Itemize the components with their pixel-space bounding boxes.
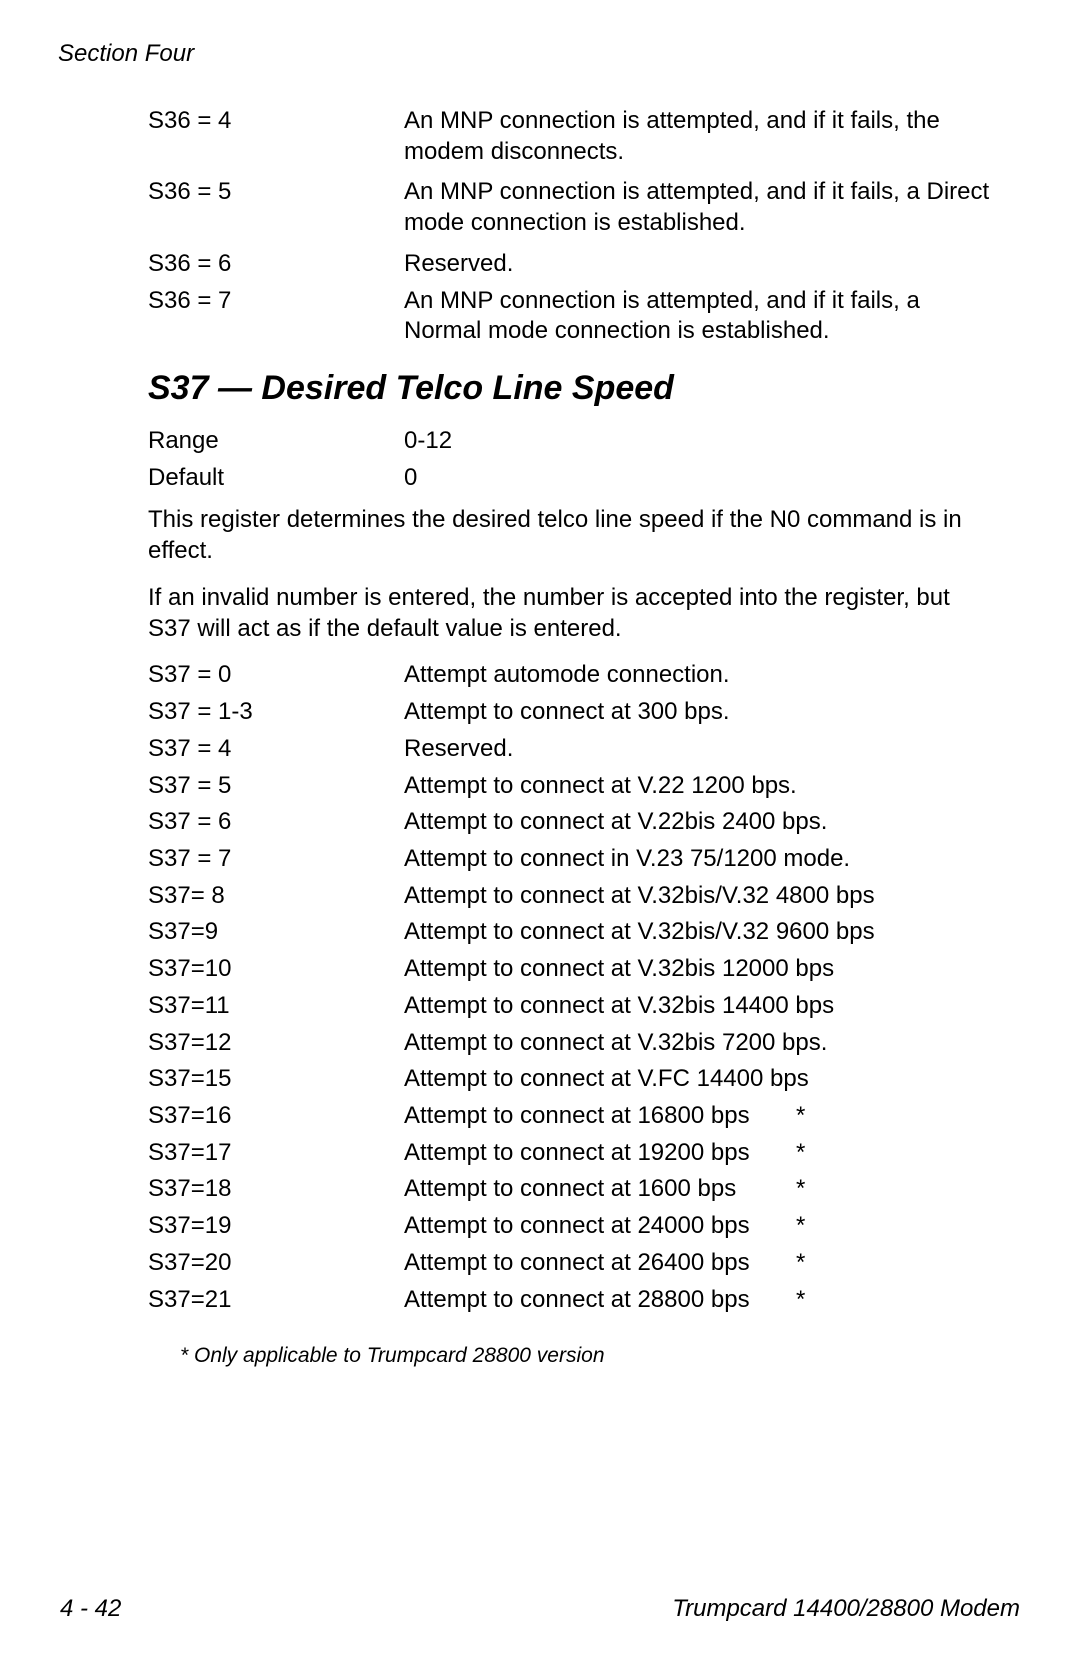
s37-val: Attempt to connect at 1600 bps* [404, 1174, 990, 1205]
s36-val: An MNP connection is attempted, and if i… [404, 177, 990, 238]
star-icon: * [796, 1286, 805, 1313]
s37-row: S37=15Attempt to connect at V.FC 14400 b… [148, 1064, 990, 1095]
s37-val-text: Attempt to connect at 19200 bps [404, 1138, 796, 1169]
s37-val: Attempt to connect at 28800 bps* [404, 1285, 990, 1316]
s37-key: S37=11 [148, 991, 404, 1022]
s37-val: Attempt to connect in V.23 75/1200 mode. [404, 844, 990, 875]
s37-row: S37=10Attempt to connect at V.32bis 1200… [148, 954, 990, 985]
s37-row: S37 = 1-3Attempt to connect at 300 bps. [148, 697, 990, 728]
s37-val: Attempt to connect at V.FC 14400 bps [404, 1064, 990, 1095]
s37-row: S37 = 7Attempt to connect in V.23 75/120… [148, 844, 990, 875]
s36-row: S36 = 5 An MNP connection is attempted, … [148, 177, 990, 238]
s36-val: An MNP connection is attempted, and if i… [404, 106, 990, 167]
s37-val: Attempt to connect at V.32bis 7200 bps. [404, 1028, 990, 1059]
s36-key: S36 = 4 [148, 106, 404, 167]
meta-row: Range 0-12 [148, 426, 990, 457]
footer-title: Trumpcard 14400/28800 Modem [672, 1595, 1020, 1623]
footer: 4 - 42 Trumpcard 14400/28800 Modem [60, 1595, 1020, 1623]
s37-val-text: Attempt to connect at 28800 bps [404, 1285, 796, 1316]
s37-val: Attempt to connect at V.22bis 2400 bps. [404, 807, 990, 838]
s36-key: S36 = 5 [148, 177, 404, 238]
s37-val: Attempt to connect at 26400 bps* [404, 1248, 990, 1279]
s37-key: S37 = 6 [148, 807, 404, 838]
meta-val: 0 [404, 463, 990, 494]
s37-row: S37 = 0Attempt automode connection. [148, 660, 990, 691]
star-icon: * [796, 1175, 805, 1202]
s37-key: S37 = 4 [148, 734, 404, 765]
paragraph: This register determines the desired tel… [148, 505, 990, 566]
s37-val: Attempt to connect at 16800 bps* [404, 1101, 990, 1132]
s36-row: S36 = 4 An MNP connection is attempted, … [148, 106, 990, 167]
s37-key: S37 = 1-3 [148, 697, 404, 728]
s37-row: S37=18Attempt to connect at 1600 bps* [148, 1174, 990, 1205]
s36-key: S36 = 6 [148, 249, 404, 280]
s37-key: S37= 8 [148, 881, 404, 912]
s37-val: Attempt to connect at V.32bis 14400 bps [404, 991, 990, 1022]
s36-row: S36 = 7 An MNP connection is attempted, … [148, 286, 990, 347]
star-icon: * [796, 1212, 805, 1239]
star-icon: * [796, 1139, 805, 1166]
s37-key: S37=15 [148, 1064, 404, 1095]
content-block: Range 0-12 Default 0 This register deter… [148, 426, 990, 1370]
meta-val: 0-12 [404, 426, 990, 457]
star-icon: * [796, 1249, 805, 1276]
page: Section Four S36 = 4 An MNP connection i… [0, 0, 1080, 1669]
s37-val-text: Attempt to connect at 1600 bps [404, 1174, 796, 1205]
s37-row: S37=11Attempt to connect at V.32bis 1440… [148, 991, 990, 1022]
s37-row: S37=19Attempt to connect at 24000 bps* [148, 1211, 990, 1242]
running-header: Section Four [58, 40, 1020, 68]
s37-row: S37 = 5Attempt to connect at V.22 1200 b… [148, 771, 990, 802]
s36-val: Reserved. [404, 249, 990, 280]
s37-row: S37=12Attempt to connect at V.32bis 7200… [148, 1028, 990, 1059]
paragraph: If an invalid number is entered, the num… [148, 583, 990, 644]
s37-row: S37 = 4Reserved. [148, 734, 990, 765]
s37-val-text: Attempt to connect at 24000 bps [404, 1211, 796, 1242]
s37-val: Attempt to connect at V.32bis 12000 bps [404, 954, 990, 985]
s37-row: S37=16Attempt to connect at 16800 bps* [148, 1101, 990, 1132]
s37-row: S37=20Attempt to connect at 26400 bps* [148, 1248, 990, 1279]
s37-key: S37=21 [148, 1285, 404, 1316]
s37-row: S37=9Attempt to connect at V.32bis/V.32 … [148, 917, 990, 948]
s37-val-text: Attempt to connect at 26400 bps [404, 1248, 796, 1279]
s37-heading: S37 — Desired Telco Line Speed [148, 369, 1020, 408]
s37-row: S37 = 6Attempt to connect at V.22bis 240… [148, 807, 990, 838]
meta-key: Range [148, 426, 404, 457]
s37-key: S37 = 0 [148, 660, 404, 691]
s37-val: Attempt to connect at V.22 1200 bps. [404, 771, 990, 802]
s37-row: S37=17Attempt to connect at 19200 bps* [148, 1138, 990, 1169]
star-icon: * [796, 1102, 805, 1129]
s37-val: Attempt to connect at 24000 bps* [404, 1211, 990, 1242]
s37-key: S37=20 [148, 1248, 404, 1279]
s36-row: S36 = 6 Reserved. [148, 249, 990, 280]
s37-key: S37=9 [148, 917, 404, 948]
s37-val: Attempt to connect at V.32bis/V.32 4800 … [404, 881, 990, 912]
s37-key: S37=18 [148, 1174, 404, 1205]
s37-key: S37=17 [148, 1138, 404, 1169]
s37-val: Reserved. [404, 734, 990, 765]
content-block: S36 = 4 An MNP connection is attempted, … [148, 106, 990, 347]
s36-key: S36 = 7 [148, 286, 404, 347]
s37-key: S37=16 [148, 1101, 404, 1132]
s37-val: Attempt to connect at V.32bis/V.32 9600 … [404, 917, 990, 948]
s37-val: Attempt to connect at 19200 bps* [404, 1138, 990, 1169]
footnote: * Only applicable to Trumpcard 28800 ver… [180, 1343, 990, 1370]
s37-key: S37=12 [148, 1028, 404, 1059]
s37-row: S37= 8Attempt to connect at V.32bis/V.32… [148, 881, 990, 912]
s37-val: Attempt to connect at 300 bps. [404, 697, 990, 728]
s37-key: S37 = 5 [148, 771, 404, 802]
page-number: 4 - 42 [60, 1595, 121, 1623]
s37-key: S37=19 [148, 1211, 404, 1242]
s37-row: S37=21Attempt to connect at 28800 bps* [148, 1285, 990, 1316]
s36-val: An MNP connection is attempted, and if i… [404, 286, 990, 347]
meta-row: Default 0 [148, 463, 990, 494]
s37-val-text: Attempt to connect at 16800 bps [404, 1101, 796, 1132]
meta-key: Default [148, 463, 404, 494]
s37-key: S37=10 [148, 954, 404, 985]
s37-val: Attempt automode connection. [404, 660, 990, 691]
s37-key: S37 = 7 [148, 844, 404, 875]
